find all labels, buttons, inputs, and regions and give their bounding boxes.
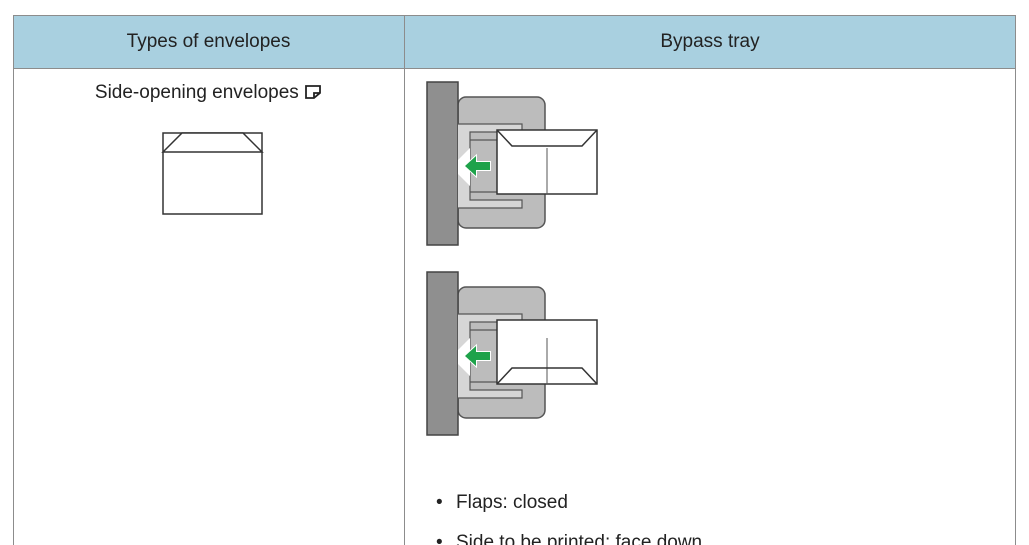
envelope-icon [161,132,264,215]
side-icon [305,85,321,99]
header-cell: Bypass tray [404,15,1016,68]
border [404,15,405,545]
header-text: Bypass tray [660,30,760,52]
border [13,15,14,545]
notes: Flaps: closed Side to be printed: face d… [430,486,702,545]
note: Flaps: closed [430,486,702,526]
header-text: Types of envelopes [126,30,291,52]
tray-illustration [426,271,598,436]
note-text: Side to be printed: face down [456,532,703,545]
border [13,68,1016,69]
header-cell: Types of envelopes [13,15,404,68]
note: Side to be printed: face down [430,526,702,545]
border [13,15,1016,16]
border [1015,15,1016,545]
note-text: Flaps: closed [456,492,568,513]
envelope-type: Side-opening envelopes [13,82,404,104]
tray-illustration [426,81,598,246]
type-text: Side-opening envelopes [94,82,299,103]
